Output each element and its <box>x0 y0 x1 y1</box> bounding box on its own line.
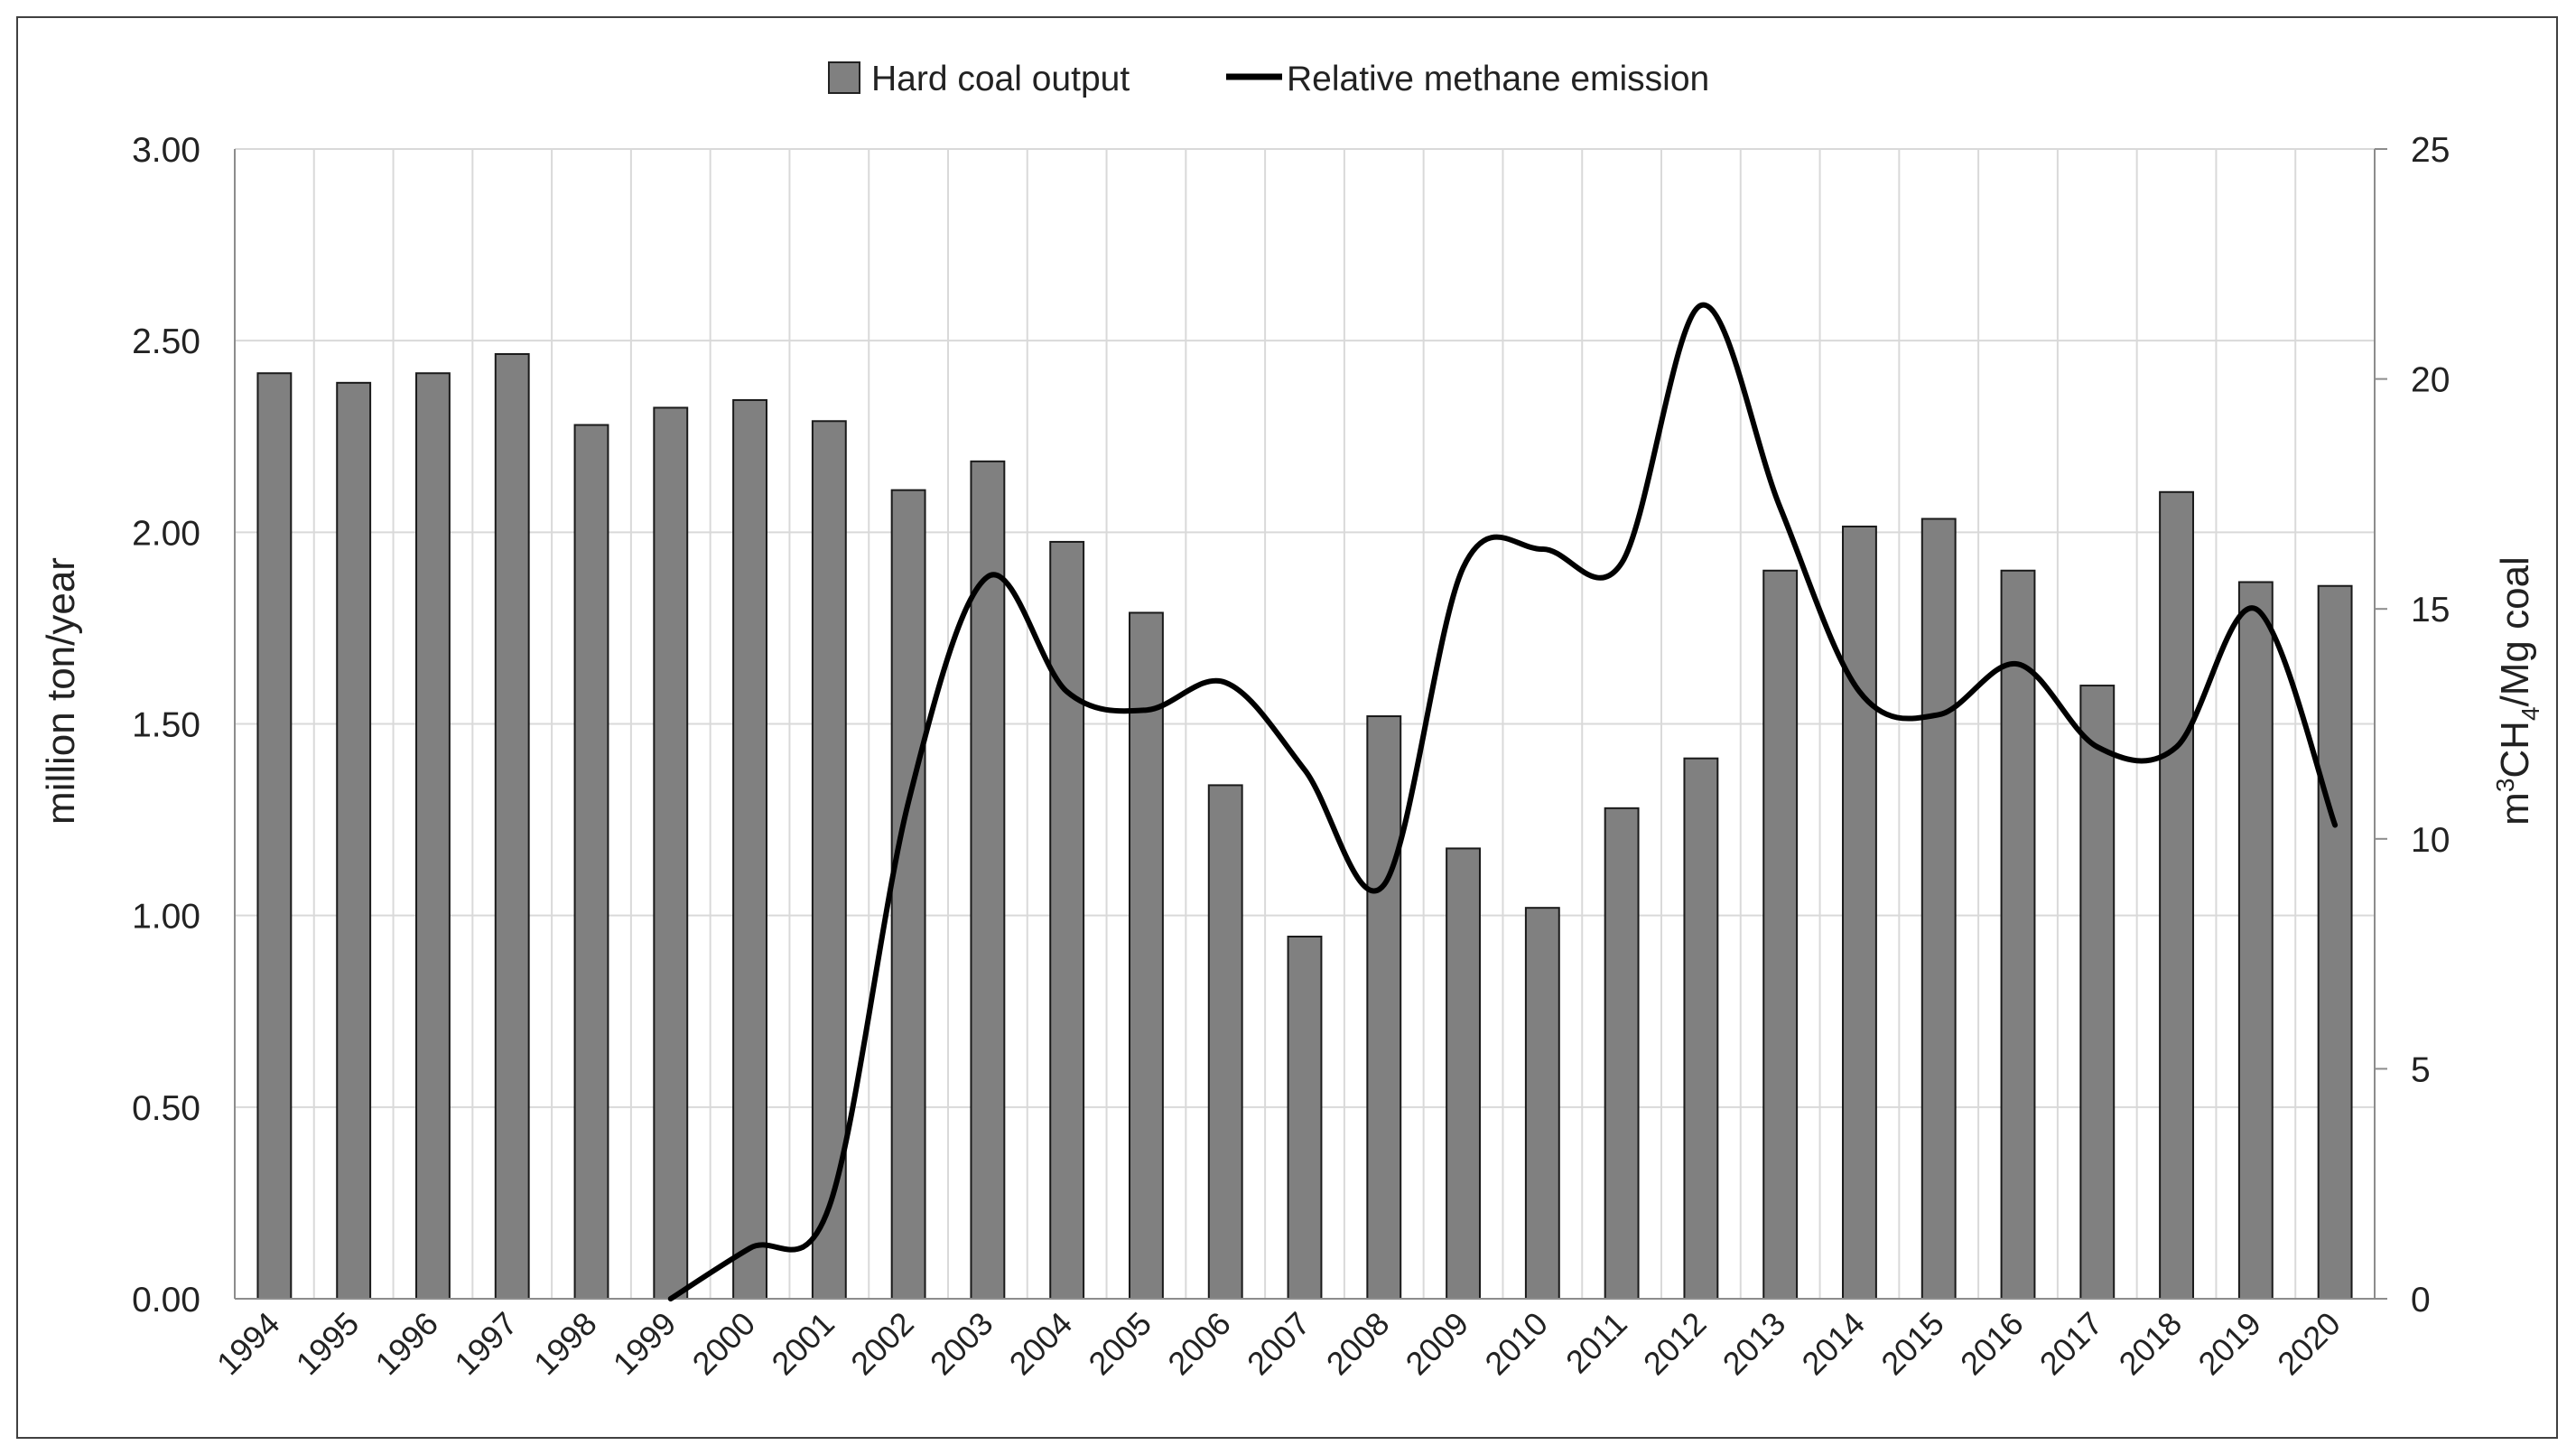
x-tick-label-2013: 2013 <box>1716 1305 1793 1383</box>
x-tick-label-2010: 2010 <box>1477 1305 1555 1383</box>
legend-swatch-hard-coal-output <box>828 61 860 94</box>
bar-2018 <box>2159 490 2194 1300</box>
bar-2020 <box>2317 584 2353 1300</box>
bar-2014 <box>1842 525 1877 1300</box>
left-axis-title: million ton/year <box>39 557 83 825</box>
gridlines <box>235 148 2375 1299</box>
x-tick-label-2017: 2017 <box>2032 1305 2110 1383</box>
x-axis-ticks: 1994 1995 1996 1997 1998 1999 2000 2001 2002 2003… <box>209 1305 2348 1383</box>
bar-1998 <box>573 424 609 1300</box>
x-tick-label-2011: 2011 <box>1558 1305 1634 1381</box>
x-tick-label-1997: 1997 <box>447 1305 525 1383</box>
x-tick-label-2002: 2002 <box>843 1305 921 1383</box>
right-axis-ticks: 0 5 10 15 20 25 <box>2411 131 2450 1320</box>
bar-1997 <box>494 353 530 1301</box>
left-axis-ticks: 0.00 0.50 1.00 1.50 2.00 2.50 3.00 <box>132 131 200 1320</box>
bar-2002 <box>890 489 926 1300</box>
x-tick-label-1995: 1995 <box>289 1305 367 1383</box>
bar-2007 <box>1287 936 1323 1300</box>
x-tick-label-2019: 2019 <box>2190 1305 2268 1383</box>
bar-2008 <box>1366 715 1402 1300</box>
left-tick-label-3.00: 3.00 <box>132 131 200 170</box>
bar-1999 <box>653 406 689 1300</box>
right-tick-label-25: 25 <box>2411 131 2450 170</box>
x-tick-label-2018: 2018 <box>2112 1305 2190 1383</box>
x-tick-label-2009: 2009 <box>1399 1305 1476 1383</box>
x-tick-label-2012: 2012 <box>1636 1305 1714 1383</box>
x-tick-label-1996: 1996 <box>367 1305 445 1383</box>
right-tick-label-20: 20 <box>2411 361 2450 400</box>
line-series <box>667 303 2339 1301</box>
bar-2003 <box>970 460 1006 1300</box>
bar-2000 <box>732 398 767 1300</box>
left-tick-label-1.50: 1.50 <box>132 706 200 745</box>
left-tick-label-0.50: 0.50 <box>132 1089 200 1128</box>
chart: 0.000.501.001.502.002.503.00 0510152025 … <box>39 60 2544 1383</box>
x-tick-label-2006: 2006 <box>1160 1305 1238 1383</box>
methane-emission-line <box>667 303 2339 1301</box>
left-tick-label-0.00: 0.00 <box>132 1281 200 1320</box>
bar-2017 <box>2079 685 2116 1300</box>
bar-2019 <box>2237 581 2274 1300</box>
legend-label-relative-methane-emission: Relative methane emission <box>1287 60 1709 98</box>
bar-2012 <box>1683 757 1719 1300</box>
x-tick-label-2003: 2003 <box>923 1305 1000 1383</box>
x-tick-label-2001: 2001 <box>764 1305 842 1383</box>
x-tick-label-1999: 1999 <box>606 1305 684 1383</box>
axes <box>234 148 2387 1300</box>
right-tick-label-10: 10 <box>2411 821 2450 860</box>
left-tick-label-2.00: 2.00 <box>132 514 200 553</box>
x-tick-label-2000: 2000 <box>685 1305 763 1383</box>
bar-2016 <box>2000 569 2036 1300</box>
right-tick-label-15: 15 <box>2411 591 2450 630</box>
bar-2010 <box>1524 907 1560 1300</box>
x-tick-label-2014: 2014 <box>1794 1305 1872 1383</box>
bar-1994 <box>256 372 293 1300</box>
x-tick-label-1994: 1994 <box>209 1305 287 1383</box>
bar-2009 <box>1446 847 1481 1300</box>
bar-2005 <box>1129 611 1164 1300</box>
bar-1996 <box>415 372 451 1300</box>
bar-2001 <box>811 420 847 1300</box>
x-tick-label-2005: 2005 <box>1081 1305 1158 1383</box>
bar-series <box>256 353 2353 1301</box>
x-tick-label-1998: 1998 <box>526 1305 604 1383</box>
right-tick-label-0: 0 <box>2411 1281 2431 1320</box>
right-axis-title: m3CH4/Mg coal <box>2491 556 2544 825</box>
right-tick-label-5: 5 <box>2411 1050 2431 1089</box>
x-tick-label-2015: 2015 <box>1874 1305 1951 1383</box>
x-tick-label-2016: 2016 <box>1953 1305 2031 1383</box>
bar-2015 <box>1920 518 1957 1300</box>
chart-frame: 0.00 0.50 1.00 1.50 2.00 2.50 3.00 0 5 10 15 20 25 … <box>16 16 2558 1439</box>
bar-2011 <box>1604 807 1640 1300</box>
x-tick-label-2004: 2004 <box>1002 1305 1080 1383</box>
x-tick-label-2007: 2007 <box>1240 1305 1317 1383</box>
legend-label-hard-coal-output: Hard coal output <box>871 60 1130 98</box>
bar-2004 <box>1049 540 1085 1300</box>
x-tick-label-2008: 2008 <box>1319 1305 1397 1383</box>
left-tick-label-1.00: 1.00 <box>132 898 200 937</box>
legend: Hard coal output Relative methane emissi… <box>828 60 1709 98</box>
bar-1995 <box>336 381 372 1300</box>
left-tick-label-2.50: 2.50 <box>132 322 200 361</box>
bar-2013 <box>1762 569 1799 1300</box>
x-tick-label-2020: 2020 <box>2270 1305 2348 1383</box>
bar-2006 <box>1207 784 1243 1300</box>
